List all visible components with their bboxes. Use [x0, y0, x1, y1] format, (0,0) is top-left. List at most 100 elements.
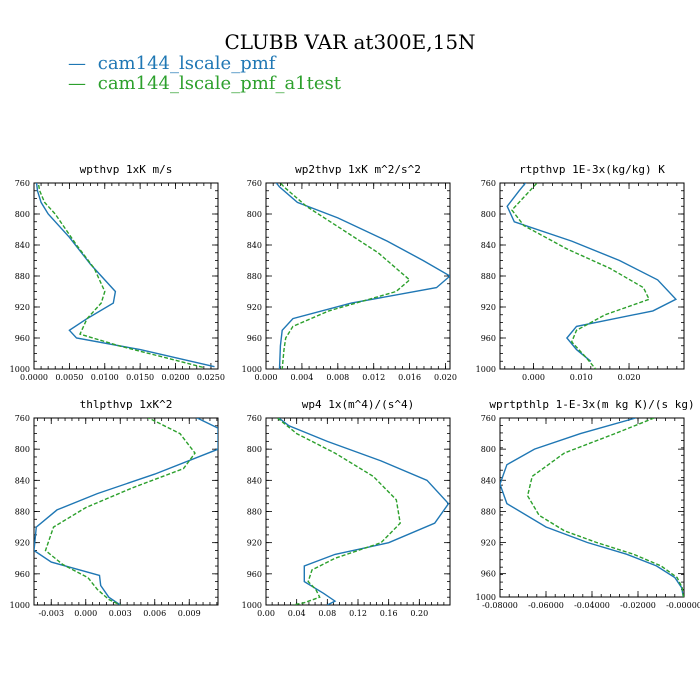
y-tick-label: 880 — [247, 508, 262, 517]
chart-panel-5: wp4 1x(m^4)/(s^4)76080084088092096010000… — [242, 398, 451, 618]
y-tick-label: 960 — [481, 570, 496, 579]
series-line-2 — [37, 183, 204, 369]
panel-title: wprtpthlp 1-E-3x(m kg K)/(s kg) — [489, 398, 694, 411]
legend-marker-1: — — [68, 53, 86, 74]
plot-frame — [33, 182, 219, 370]
x-tick-label: 0.12 — [349, 609, 367, 618]
y-tick-label: 1000 — [476, 365, 496, 374]
legend-label-2: cam144_lscale_pmf_a1test — [98, 73, 342, 94]
panel-title: wp2thvp 1xK m^2/s^2 — [295, 163, 421, 176]
y-tick-label: 1000 — [242, 601, 262, 610]
y-tick-label: 840 — [481, 241, 496, 250]
chart-panel-2: wp2thvp 1xK m^2/s^2 760 800 840 880 920 960 100… — [242, 163, 457, 382]
x-tick-label: 0.08 — [318, 609, 336, 618]
y-tick-label: 1000 — [242, 365, 262, 374]
legend-label-1: cam144_lscale_pmf — [98, 53, 277, 74]
x-tick-label: -0.003 — [38, 609, 64, 618]
x-tick-label: 0.020 — [618, 373, 641, 382]
x-tick-label: -0.04000 — [574, 601, 610, 610]
y-tick-label: 920 — [481, 303, 496, 312]
x-tick-label: 0.0200 — [162, 373, 190, 382]
series-line-1 — [277, 418, 450, 605]
series-line-1 — [506, 183, 678, 362]
y-tick-label: 920 — [15, 539, 30, 548]
x-tick-label: 0.012 — [362, 373, 385, 382]
y-tick-label: 760 — [481, 179, 496, 188]
x-tick-label: -0.00000 — [666, 601, 700, 610]
y-tick-label: 760 — [481, 414, 496, 423]
x-tick-label: 0.0100 — [91, 373, 119, 382]
panel-title: wpthvp 1xK m/s — [80, 163, 173, 176]
y-tick-label: 840 — [247, 241, 262, 250]
x-tick-label: 0.0050 — [55, 373, 83, 382]
y-tick-label: 800 — [481, 210, 496, 219]
x-tick-label: 0.008 — [326, 373, 349, 382]
x-tick-label: 0.009 — [178, 609, 201, 618]
y-tick-label: 960 — [481, 334, 496, 343]
x-tick-label: 0.003 — [109, 609, 132, 618]
series-line-2 — [277, 418, 401, 605]
series-line-1 — [275, 183, 450, 369]
figure-title: CLUBB VAR at300E,15N — [224, 30, 475, 54]
plot-frame — [265, 182, 451, 370]
panel-grid: wpthvp 1xK m/s76080084088092096010000.00… — [10, 163, 700, 618]
y-tick-label: 760 — [247, 179, 262, 188]
x-tick-label: 0.016 — [398, 373, 421, 382]
y-tick-label: 840 — [15, 241, 30, 250]
y-tick-label: 800 — [15, 445, 30, 454]
plot-frame — [265, 417, 451, 606]
plot-frame — [499, 182, 685, 370]
y-tick-label: 1000 — [10, 365, 30, 374]
series-line-2 — [526, 418, 684, 597]
y-tick-label: 760 — [247, 414, 262, 423]
y-tick-label: 800 — [247, 210, 262, 219]
x-tick-label: 0.006 — [143, 609, 166, 618]
x-tick-label: 0.010 — [570, 373, 593, 382]
series-line-2 — [279, 183, 411, 369]
series-line-2 — [510, 183, 651, 369]
chart-panel-1: wpthvp 1xK m/s76080084088092096010000.00… — [10, 163, 225, 382]
x-tick-label: -0.06000 — [528, 601, 564, 610]
y-tick-label: 760 — [15, 179, 30, 188]
y-tick-label: 880 — [15, 272, 30, 281]
x-tick-label: 0.20 — [410, 609, 428, 618]
chart-panel-4: thlpthvp 1xK^2 760 800 840 880 920 960 1000 -0.0… — [10, 398, 219, 618]
x-tick-label: 0.000 — [522, 373, 545, 382]
y-tick-label: 800 — [481, 445, 496, 454]
plot-frame — [499, 417, 685, 598]
chart-panel-3: rtpthvp 1E-3x(kg/kg) K 760 800 840 880 920 960… — [476, 163, 685, 382]
x-tick-label: 0.04 — [288, 609, 306, 618]
y-tick-label: 880 — [481, 272, 496, 281]
chart-panel-6: wprtpthlp 1-E-3x(m kg K)/(s kg) 760 800 840… — [476, 398, 700, 610]
y-tick-label: 920 — [481, 539, 496, 548]
x-tick-label: -0.08000 — [482, 601, 518, 610]
y-tick-label: 960 — [247, 334, 262, 343]
series-line-1 — [500, 418, 684, 597]
x-tick-label: -0.02000 — [620, 601, 656, 610]
panel-title: thlpthvp 1xK^2 — [80, 398, 173, 411]
y-tick-label: 880 — [247, 272, 262, 281]
legend-entry-1: — cam144_lscale_pmf — [68, 53, 277, 74]
y-tick-label: 840 — [481, 476, 496, 485]
series-line-1 — [35, 183, 215, 368]
y-tick-label: 960 — [15, 570, 30, 579]
y-tick-label: 760 — [15, 414, 30, 423]
x-tick-label: 0.020 — [434, 373, 457, 382]
series-line-2 — [44, 418, 196, 605]
legend-entry-2: — cam144_lscale_pmf_a1test — [68, 73, 342, 94]
y-tick-label: 960 — [247, 570, 262, 579]
y-tick-label: 920 — [247, 303, 262, 312]
panel-title: rtpthvp 1E-3x(kg/kg) K — [519, 163, 665, 176]
x-tick-label: 0.0150 — [126, 373, 154, 382]
x-tick-label: 0.00 — [257, 609, 275, 618]
y-tick-label: 1000 — [476, 593, 496, 602]
x-tick-label: 0.0000 — [20, 373, 48, 382]
x-tick-label: 0.000 — [74, 609, 97, 618]
panel-title: wp4 1x(m^4)/(s^4) — [302, 398, 415, 411]
y-tick-label: 840 — [15, 476, 30, 485]
x-tick-label: 0.16 — [380, 609, 398, 618]
series-line-1 — [34, 418, 218, 605]
y-tick-label: 800 — [15, 210, 30, 219]
y-tick-label: 1000 — [10, 601, 30, 610]
